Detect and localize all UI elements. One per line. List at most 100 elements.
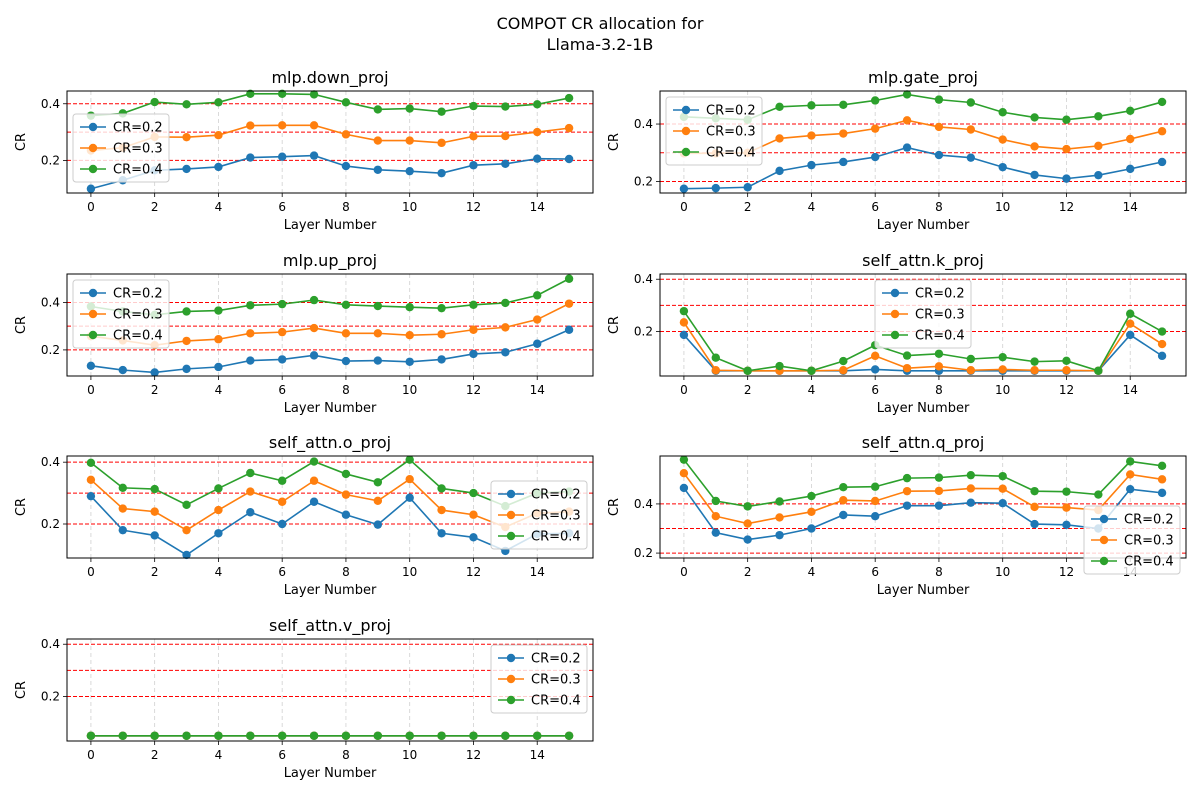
data-point bbox=[839, 366, 848, 375]
data-point bbox=[870, 496, 880, 506]
x-tick-label: 14 bbox=[530, 748, 545, 762]
legend-label: CR=0.4 bbox=[915, 329, 965, 344]
subplot-title: self_attn.o_proj bbox=[269, 433, 391, 453]
subplot-self-attn-k-proj: 0 2 4 6 8 10 12 14 0.2 0.4 self_attn.k_proj Layer N… bbox=[607, 251, 1187, 416]
data-point bbox=[934, 95, 944, 104]
data-point bbox=[246, 468, 255, 478]
y-tick-label: 0.4 bbox=[41, 637, 60, 651]
x-tick-label: 6 bbox=[278, 200, 286, 214]
data-point bbox=[775, 102, 784, 112]
data-point bbox=[246, 487, 255, 496]
legend-swatch-marker bbox=[88, 164, 98, 174]
data-point bbox=[870, 351, 880, 361]
data-point bbox=[807, 131, 816, 140]
legend-swatch-marker bbox=[88, 309, 98, 319]
x-tick-label: 6 bbox=[278, 383, 286, 397]
x-tick-label: 6 bbox=[871, 383, 879, 397]
data-point bbox=[469, 101, 478, 111]
legend-label: CR=0.3 bbox=[531, 673, 581, 688]
data-point bbox=[839, 157, 848, 167]
data-point bbox=[277, 497, 287, 506]
data-point bbox=[118, 483, 127, 493]
data-point bbox=[711, 366, 720, 375]
data-point bbox=[564, 299, 574, 308]
data-point bbox=[743, 519, 752, 528]
data-point bbox=[564, 325, 574, 334]
legend-label: CR=0.3 bbox=[915, 308, 965, 323]
axes-frame bbox=[66, 455, 594, 559]
data-point bbox=[966, 470, 976, 480]
data-point bbox=[807, 101, 816, 110]
data-point bbox=[214, 731, 223, 740]
series-line-2 bbox=[683, 459, 1163, 508]
data-point bbox=[1094, 170, 1103, 180]
data-point bbox=[807, 160, 816, 170]
legend-swatch-marker bbox=[88, 288, 98, 298]
subplot-title: mlp.gate_proj bbox=[868, 68, 978, 88]
data-point bbox=[277, 355, 287, 364]
data-point bbox=[807, 507, 816, 516]
x-tick-label: 0 bbox=[680, 200, 688, 214]
data-point bbox=[902, 90, 912, 99]
data-point bbox=[277, 731, 287, 740]
data-point bbox=[564, 274, 574, 283]
data-point bbox=[214, 131, 223, 140]
data-point bbox=[405, 357, 414, 366]
data-point bbox=[86, 731, 96, 740]
x-tick-label: 14 bbox=[530, 565, 545, 579]
legend-label: CR=0.3 bbox=[1124, 534, 1174, 549]
y-tick-label: 0.4 bbox=[41, 295, 60, 309]
x-tick-label: 8 bbox=[342, 565, 350, 579]
data-point bbox=[150, 484, 159, 494]
subplot-title: self_attn.k_proj bbox=[862, 251, 984, 271]
data-point bbox=[309, 121, 319, 130]
x-tick-label: 12 bbox=[466, 748, 481, 762]
data-point bbox=[214, 162, 223, 172]
data-point bbox=[1062, 174, 1071, 183]
legend-swatch-marker bbox=[890, 288, 900, 298]
data-point bbox=[775, 166, 784, 176]
data-point bbox=[1126, 106, 1135, 116]
data-point bbox=[902, 473, 912, 483]
data-point bbox=[902, 363, 912, 373]
data-point bbox=[679, 184, 689, 193]
legend-label: CR=0.2 bbox=[706, 104, 756, 119]
x-tick-label: 2 bbox=[151, 200, 159, 214]
legend-box bbox=[72, 113, 170, 183]
data-point bbox=[246, 153, 255, 162]
data-point bbox=[1126, 309, 1135, 318]
data-point bbox=[341, 731, 351, 740]
data-point bbox=[679, 469, 689, 478]
legend-label: CR=0.2 bbox=[531, 488, 581, 503]
series-line-2 bbox=[90, 278, 570, 316]
x-axis-label: Layer Number bbox=[877, 583, 970, 598]
axes-frame bbox=[659, 90, 1187, 194]
x-axis-label: Layer Number bbox=[284, 401, 377, 416]
data-point bbox=[246, 89, 255, 99]
series-line-1 bbox=[683, 321, 1163, 372]
figure-title-line1: COMPOT CR allocation for bbox=[497, 14, 704, 33]
data-point bbox=[86, 184, 96, 193]
data-point bbox=[469, 300, 478, 310]
x-tick-label: 14 bbox=[530, 383, 545, 397]
x-tick-label: 2 bbox=[151, 748, 159, 762]
y-axis-label: CR bbox=[14, 681, 29, 699]
y-tick-label: 0.4 bbox=[41, 97, 60, 111]
x-tick-label: 0 bbox=[87, 383, 95, 397]
data-point bbox=[118, 731, 127, 740]
data-point bbox=[711, 353, 720, 362]
legend-swatch-marker bbox=[681, 147, 691, 157]
legend-swatch-marker bbox=[506, 489, 516, 499]
data-point bbox=[966, 354, 976, 364]
data-point bbox=[839, 483, 848, 492]
x-tick-label: 2 bbox=[151, 383, 159, 397]
x-tick-label: 12 bbox=[1059, 383, 1074, 397]
data-point bbox=[934, 150, 944, 160]
series-line-1 bbox=[90, 124, 570, 152]
data-point bbox=[86, 361, 96, 370]
y-axis-label: CR bbox=[607, 133, 622, 151]
data-point bbox=[902, 486, 912, 496]
x-tick-label: 8 bbox=[342, 383, 350, 397]
legend-box bbox=[490, 480, 588, 550]
